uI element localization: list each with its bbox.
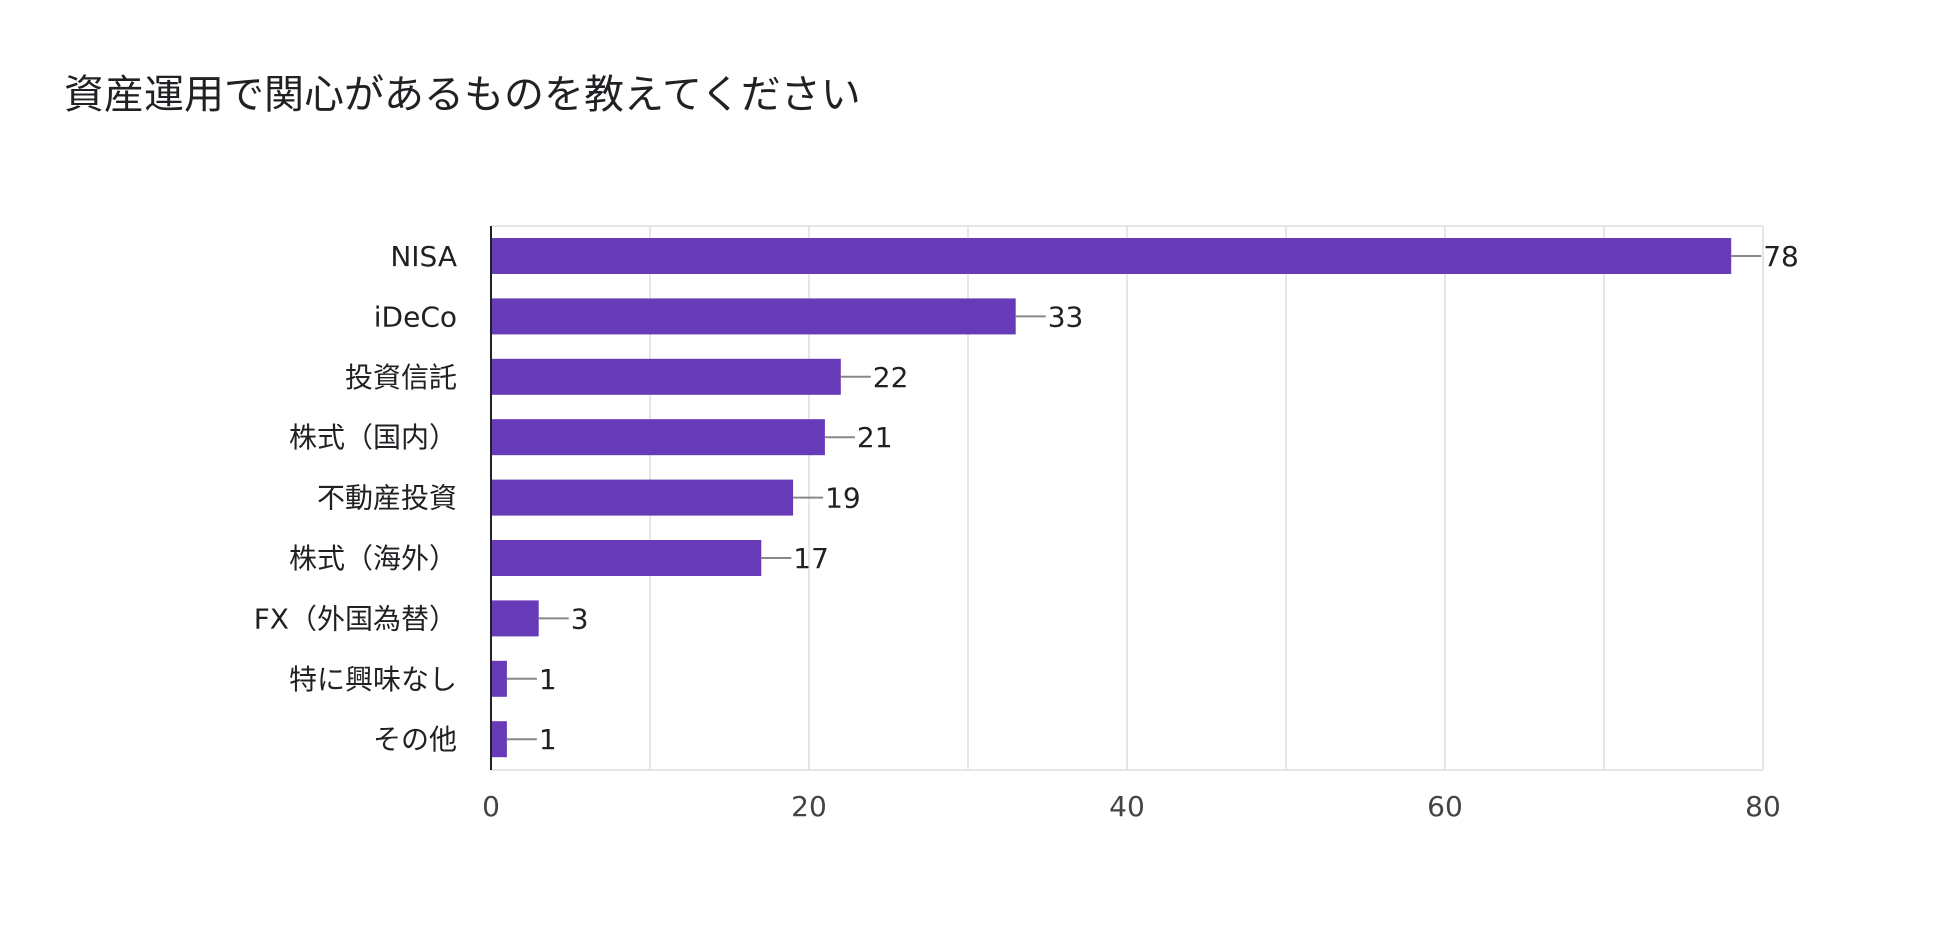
category-label: 特に興味なし (289, 663, 457, 696)
category-label: 投資信託 (345, 361, 457, 394)
bar (491, 358, 841, 395)
data-label: 1 (539, 723, 557, 756)
bar (491, 479, 794, 516)
bar (491, 540, 762, 576)
category-label: 不動産投資 (317, 482, 457, 515)
axes: 0 20 40 60 80 (482, 226, 1781, 823)
chart-title: 資産運用で関心があるものを教えてください (64, 72, 861, 118)
data-label: 21 (857, 421, 893, 454)
data-label: 1 (539, 663, 557, 696)
labels: NISA 78 iDeCo 33 投資信託 22 株式（国内） 21 不動産投資 19 株式（海外）… (254, 240, 1799, 756)
data-label: 22 (873, 361, 909, 394)
x-tick-label: 60 (1427, 790, 1463, 823)
category-label: その他 (373, 723, 457, 756)
bar (491, 721, 507, 758)
x-tick-label: 0 (482, 790, 500, 823)
category-label: iDeCo (374, 300, 457, 333)
bar (491, 238, 1732, 274)
data-label: 19 (825, 482, 861, 515)
x-tick-label: 80 (1745, 790, 1781, 823)
bar (491, 600, 539, 637)
bar (491, 660, 507, 697)
data-label: 78 (1763, 240, 1799, 273)
category-label: FX（外国為替） (254, 602, 457, 635)
bar (491, 419, 825, 456)
data-label: 3 (571, 602, 589, 635)
category-label: NISA (390, 240, 457, 273)
category-label: 株式（海外） (289, 542, 457, 575)
bar (491, 298, 1016, 335)
data-label: 17 (793, 542, 829, 575)
category-label: 株式（国内） (289, 421, 457, 454)
bars (491, 238, 1732, 758)
x-tick-label: 20 (791, 790, 827, 823)
data-label: 33 (1048, 300, 1084, 333)
x-tick-label: 40 (1109, 790, 1145, 823)
